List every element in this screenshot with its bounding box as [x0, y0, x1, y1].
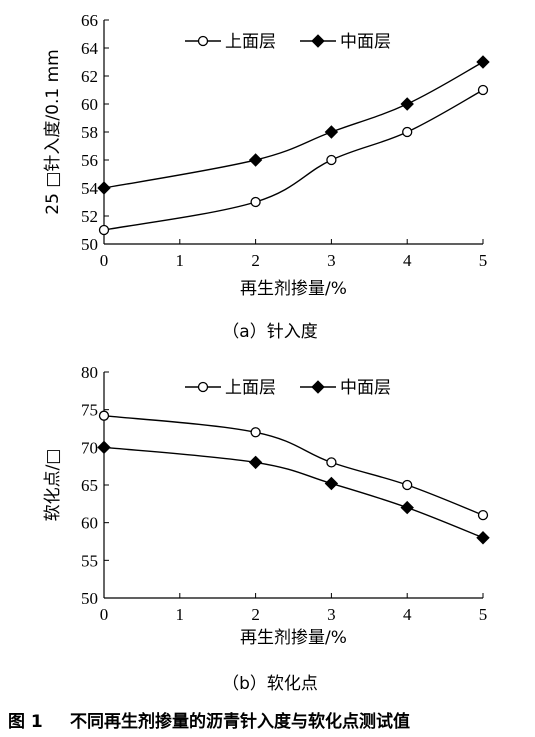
- data-point: [97, 440, 111, 455]
- data-point: [98, 224, 110, 236]
- legend-marker: [197, 381, 209, 393]
- y-tick-label: 62: [81, 67, 98, 86]
- legend-marker: [197, 35, 209, 47]
- data-point: [400, 500, 414, 515]
- y-axis-label: 软化点/□: [43, 449, 63, 522]
- data-point: [97, 181, 111, 195]
- figure-caption-text: 不同再生剂掺量的沥青针入度与软化点测试值: [70, 711, 410, 732]
- y-tick-label: 66: [81, 11, 98, 30]
- data-point: [250, 427, 261, 438]
- x-tick-label: 4: [403, 251, 412, 270]
- data-point: [400, 97, 414, 111]
- y-axis-label: 25 □针入度/0.1 mm: [43, 49, 63, 214]
- legend-label: 中面层: [340, 32, 391, 52]
- x-tick-label: 0: [100, 251, 109, 270]
- data-point: [476, 55, 490, 69]
- x-axis-label: 再生剂掺量/%: [240, 279, 347, 299]
- series-line-upper-layer: [103, 89, 484, 231]
- x-tick-label: 2: [251, 605, 260, 624]
- x-tick-label: 0: [100, 605, 109, 624]
- x-tick-label: 2: [251, 251, 260, 270]
- y-tick-label: 56: [81, 151, 98, 170]
- y-tick-label: 50: [81, 235, 98, 254]
- chart-softening-point: 50 55 60 65 70 75 80 0 1 2 3 4 5 再生剂掺量/% 软化点/□ 上面层 中面层: [43, 363, 490, 648]
- data-point: [402, 479, 413, 491]
- y-tick-label: 60: [81, 95, 98, 114]
- chart-penetration: 50 52 54 56 58 60 62 64 66 0 1 2 3 4 5 再生剂掺量/% 25 □针入度/0…: [43, 11, 490, 299]
- data-point: [248, 455, 263, 470]
- data-point: [326, 457, 337, 468]
- x-tick-label: 4: [403, 605, 412, 624]
- y-tick-label: 64: [81, 39, 99, 58]
- x-axis-label: 再生剂掺量/%: [240, 628, 347, 648]
- data-point: [476, 531, 490, 545]
- legend-marker: [311, 380, 325, 394]
- chart-a-subcaption: （a）针入度: [222, 322, 317, 342]
- series-line-upper-layer: [103, 414, 484, 516]
- data-point: [477, 509, 489, 521]
- x-tick-label: 1: [176, 251, 185, 270]
- data-point: [324, 476, 339, 491]
- x-tick-label: 5: [479, 605, 488, 624]
- y-tick-label: 50: [81, 589, 98, 608]
- data-point: [326, 154, 337, 166]
- y-tick-label: 75: [81, 401, 98, 420]
- figure-caption-number: 图 1: [8, 712, 43, 732]
- data-point: [477, 84, 489, 96]
- x-tick-label: 3: [327, 605, 336, 624]
- legend-label: 上面层: [225, 32, 276, 52]
- data-point: [98, 410, 110, 421]
- chart-b-subcaption: （b）软化点: [222, 674, 318, 694]
- data-point: [324, 125, 339, 139]
- legend-label: 中面层: [340, 378, 391, 398]
- series-line-middle-layer: [103, 61, 484, 189]
- x-tick-label: 3: [327, 251, 336, 270]
- data-point: [402, 126, 413, 138]
- y-tick-label: 54: [81, 179, 99, 198]
- data-point: [248, 153, 263, 167]
- y-tick-label: 70: [81, 438, 98, 457]
- y-tick-label: 60: [81, 514, 98, 533]
- legend-marker: [311, 34, 325, 48]
- y-tick-label: 52: [81, 207, 98, 226]
- x-tick-label: 1: [176, 605, 185, 624]
- y-tick-label: 55: [81, 551, 98, 570]
- legend-label: 上面层: [225, 378, 276, 398]
- y-tick-label: 65: [81, 476, 98, 495]
- data-point: [250, 196, 261, 208]
- y-tick-label: 80: [81, 363, 98, 382]
- y-tick-label: 58: [81, 123, 98, 142]
- x-tick-label: 5: [479, 251, 488, 270]
